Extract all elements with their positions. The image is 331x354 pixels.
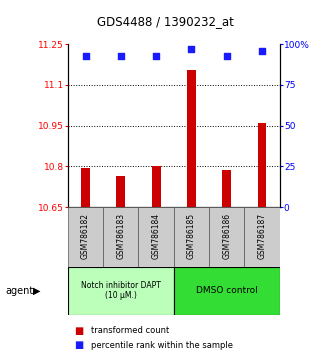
Text: GDS4488 / 1390232_at: GDS4488 / 1390232_at [97, 15, 234, 28]
Text: GSM786184: GSM786184 [152, 213, 161, 259]
Bar [68, 207, 103, 267]
Text: ■: ■ [74, 340, 84, 350]
Bar [174, 207, 209, 267]
Text: Notch inhibitor DAPT
(10 μM.): Notch inhibitor DAPT (10 μM.) [81, 280, 161, 300]
Point [154, 53, 159, 58]
Bar [187, 70, 196, 207]
Bar [209, 207, 244, 267]
Point [224, 53, 229, 58]
Bar [117, 176, 125, 207]
Bar [81, 168, 90, 207]
Text: GSM786183: GSM786183 [116, 213, 125, 259]
Text: ■: ■ [74, 326, 84, 336]
Text: DMSO control: DMSO control [196, 286, 258, 295]
Point [189, 46, 194, 52]
Bar [244, 207, 280, 267]
Text: transformed count: transformed count [91, 326, 169, 336]
Bar [138, 207, 174, 267]
Text: GSM786187: GSM786187 [258, 213, 266, 259]
Text: GSM786186: GSM786186 [222, 213, 231, 259]
Text: GSM786182: GSM786182 [81, 213, 90, 259]
Point [260, 48, 265, 53]
Point [83, 53, 88, 58]
Point [118, 53, 123, 58]
Bar [174, 267, 280, 315]
Text: percentile rank within the sample: percentile rank within the sample [91, 341, 233, 350]
Bar [103, 207, 138, 267]
Bar [258, 123, 266, 207]
Bar [222, 171, 231, 207]
Text: agent: agent [5, 286, 33, 296]
Text: GSM786185: GSM786185 [187, 213, 196, 259]
Bar [152, 166, 161, 207]
Bar [68, 267, 174, 315]
Text: ▶: ▶ [33, 286, 41, 296]
